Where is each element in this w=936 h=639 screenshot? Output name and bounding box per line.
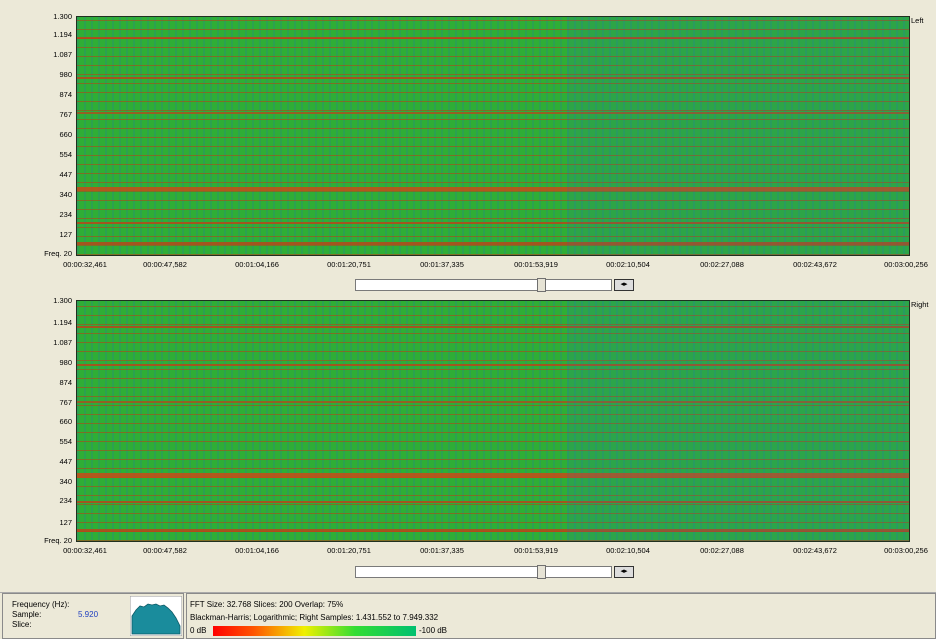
time-label: 00:02:43,672 [793,546,837,555]
time-label: 00:02:10,504 [606,546,650,555]
freq-label: 660 [59,130,72,139]
time-label: 00:03:00,256 [884,546,928,555]
window-info: Blackman-Harris; Logarithmic; Right Samp… [190,613,439,622]
freq-label: 1.300 [53,296,72,305]
time-label: 00:01:53,919 [514,546,558,555]
time-label: 00:01:20,751 [327,546,371,555]
time-label: 00:02:27,088 [700,546,744,555]
freq-label: 234 [59,210,72,219]
freq-label: 340 [59,190,72,199]
time-label: 00:00:47,582 [143,260,187,269]
right-horizontal-scrollbar[interactable] [355,565,612,579]
scale-max-label: -100 dB [419,626,448,635]
right-channel-panel: Right 1.300 1.194 1.087 980 874 767 660 … [0,296,936,588]
freq-label: 980 [59,70,72,79]
right-scroll-thumb[interactable] [537,565,546,579]
left-channel-panel: Left 1.300 1.194 1.087 980 874 767 660 5… [0,0,936,296]
freq-label: 874 [59,378,72,387]
time-label: 00:01:04,166 [235,546,279,555]
freq-label: 1.087 [53,50,72,59]
freq-label: 1.194 [53,30,72,39]
freq-label: 1.194 [53,318,72,327]
color-scale-bar [213,626,416,636]
sample-label: Sample: [12,610,42,619]
freq-label: 767 [59,110,72,119]
right-channel-label: Right [911,300,929,309]
time-label: 00:01:20,751 [327,260,371,269]
freq-label: 447 [59,457,72,466]
left-scroll-arrows[interactable]: ◂▸ [614,279,634,291]
freq-label: 127 [59,230,72,239]
right-spectrogram-overlay [77,301,909,541]
sample-value: 5.920 [78,610,99,619]
left-channel-label: Left [911,16,924,25]
slice-label: Slice: [12,620,32,629]
time-label: 00:01:37,335 [420,260,464,269]
time-label: 00:02:27,088 [700,260,744,269]
freq-label: 127 [59,518,72,527]
freq-label: 554 [59,437,72,446]
scale-min-label: 0 dB [190,626,207,635]
freq-label: Freq. 20 [44,536,72,545]
right-spectrogram[interactable] [76,300,910,542]
time-label: 00:01:53,919 [514,260,558,269]
freq-label: 767 [59,398,72,407]
left-horizontal-scrollbar[interactable] [355,278,612,292]
freq-label: 234 [59,496,72,505]
left-scroll-thumb[interactable] [537,278,546,292]
freq-label: 1.300 [53,12,72,21]
right-scroll-arrows[interactable]: ◂▸ [614,566,634,578]
freq-label: 660 [59,417,72,426]
freq-label: 1.087 [53,338,72,347]
time-label: 00:00:32,461 [63,546,107,555]
status-bar: Frequency (Hz): Sample: 5.920 Slice: FFT… [0,592,936,639]
freq-label: 874 [59,90,72,99]
freq-label: 340 [59,477,72,486]
left-spectrogram[interactable] [76,16,910,256]
frequency-label: Frequency (Hz): [12,600,70,609]
freq-label: 447 [59,170,72,179]
time-label: 00:00:32,461 [63,260,107,269]
time-label: 00:02:43,672 [793,260,837,269]
time-label: 00:02:10,504 [606,260,650,269]
left-spectrogram-overlay [77,17,909,255]
time-label: 00:01:37,335 [420,546,464,555]
freq-label: 980 [59,358,72,367]
time-label: 00:01:04,166 [235,260,279,269]
time-label: 00:03:00,256 [884,260,928,269]
spectrum-thumbnail [130,596,182,636]
time-label: 00:00:47,582 [143,546,187,555]
freq-label: 554 [59,150,72,159]
freq-label: Freq. 20 [44,249,72,258]
fft-info: FFT Size: 32.768 Slices: 200 Overlap: 75… [190,600,344,609]
